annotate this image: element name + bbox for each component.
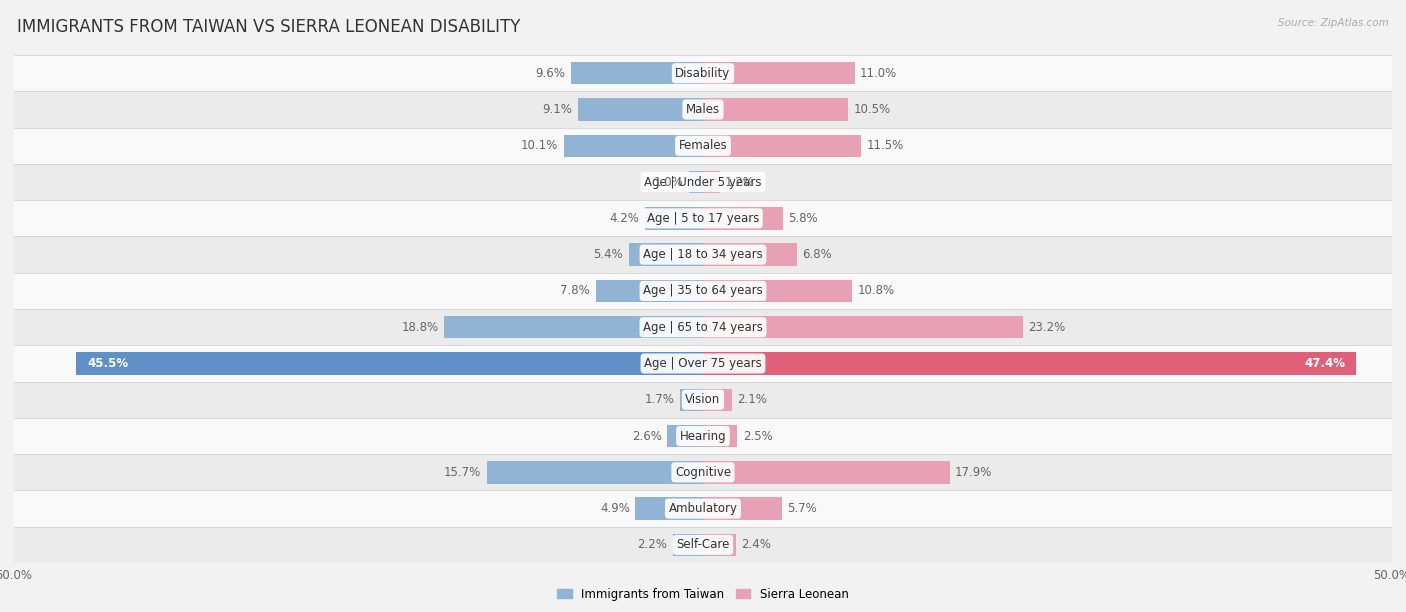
Bar	[14, 490, 1392, 527]
Bar	[571, 62, 703, 84]
Text: 10.8%: 10.8%	[858, 285, 894, 297]
Text: Ambulatory: Ambulatory	[668, 502, 738, 515]
Bar	[703, 62, 855, 84]
Text: Age | 35 to 64 years: Age | 35 to 64 years	[643, 285, 763, 297]
Bar	[596, 280, 703, 302]
Text: 2.6%: 2.6%	[631, 430, 662, 442]
Text: Females: Females	[679, 140, 727, 152]
Bar	[703, 353, 1357, 375]
Bar	[703, 498, 782, 520]
Bar	[14, 527, 1392, 563]
Text: 17.9%: 17.9%	[955, 466, 993, 479]
Bar	[14, 128, 1392, 164]
Text: 6.8%: 6.8%	[803, 248, 832, 261]
Bar	[14, 345, 1392, 382]
Bar	[14, 91, 1392, 128]
Bar	[14, 309, 1392, 345]
Bar	[679, 389, 703, 411]
Text: Cognitive: Cognitive	[675, 466, 731, 479]
Text: 10.5%: 10.5%	[853, 103, 890, 116]
Text: Vision: Vision	[685, 394, 721, 406]
Legend: Immigrants from Taiwan, Sierra Leonean: Immigrants from Taiwan, Sierra Leonean	[553, 583, 853, 605]
Text: 9.6%: 9.6%	[536, 67, 565, 80]
Text: Source: ZipAtlas.com: Source: ZipAtlas.com	[1278, 18, 1389, 28]
Text: 2.1%: 2.1%	[738, 394, 768, 406]
Bar	[628, 244, 703, 266]
Text: 9.1%: 9.1%	[543, 103, 572, 116]
Text: 2.2%: 2.2%	[637, 539, 668, 551]
Text: Age | 5 to 17 years: Age | 5 to 17 years	[647, 212, 759, 225]
Text: 11.5%: 11.5%	[868, 140, 904, 152]
Bar	[636, 498, 703, 520]
Text: IMMIGRANTS FROM TAIWAN VS SIERRA LEONEAN DISABILITY: IMMIGRANTS FROM TAIWAN VS SIERRA LEONEAN…	[17, 18, 520, 36]
Bar	[486, 461, 703, 483]
Bar	[668, 425, 703, 447]
Bar	[14, 200, 1392, 236]
Bar	[703, 389, 733, 411]
Text: 1.0%: 1.0%	[654, 176, 683, 188]
Bar	[703, 171, 720, 193]
Text: 45.5%: 45.5%	[87, 357, 128, 370]
Bar	[564, 135, 703, 157]
Text: 15.7%: 15.7%	[444, 466, 481, 479]
Text: Disability: Disability	[675, 67, 731, 80]
Bar	[703, 425, 738, 447]
Bar	[14, 418, 1392, 454]
Text: Age | Over 75 years: Age | Over 75 years	[644, 357, 762, 370]
Bar	[703, 135, 862, 157]
Text: 5.4%: 5.4%	[593, 248, 623, 261]
Bar	[76, 353, 703, 375]
Text: Males: Males	[686, 103, 720, 116]
Bar	[14, 454, 1392, 490]
Text: 1.2%: 1.2%	[725, 176, 755, 188]
Bar	[444, 316, 703, 338]
Text: 4.2%: 4.2%	[610, 212, 640, 225]
Text: 10.1%: 10.1%	[522, 140, 558, 152]
Bar	[14, 55, 1392, 91]
Text: 4.9%: 4.9%	[600, 502, 630, 515]
Bar	[14, 164, 1392, 200]
Bar	[672, 534, 703, 556]
Bar	[578, 99, 703, 121]
Text: 47.4%: 47.4%	[1305, 357, 1346, 370]
Text: 5.7%: 5.7%	[787, 502, 817, 515]
Bar	[703, 316, 1022, 338]
Text: Age | 18 to 34 years: Age | 18 to 34 years	[643, 248, 763, 261]
Text: 23.2%: 23.2%	[1028, 321, 1066, 334]
Bar	[703, 461, 949, 483]
Text: Age | 65 to 74 years: Age | 65 to 74 years	[643, 321, 763, 334]
Text: 2.5%: 2.5%	[742, 430, 773, 442]
Bar	[689, 171, 703, 193]
Bar	[703, 244, 797, 266]
Text: 11.0%: 11.0%	[860, 67, 897, 80]
Bar	[703, 534, 737, 556]
Text: Self-Care: Self-Care	[676, 539, 730, 551]
Text: 2.4%: 2.4%	[741, 539, 772, 551]
Bar	[703, 207, 783, 230]
Text: 7.8%: 7.8%	[560, 285, 591, 297]
Text: 5.8%: 5.8%	[789, 212, 818, 225]
Text: 18.8%: 18.8%	[401, 321, 439, 334]
Bar	[14, 382, 1392, 418]
Bar	[14, 273, 1392, 309]
Bar	[703, 280, 852, 302]
Bar	[14, 236, 1392, 273]
Text: 1.7%: 1.7%	[644, 394, 673, 406]
Bar	[703, 99, 848, 121]
Text: Age | Under 5 years: Age | Under 5 years	[644, 176, 762, 188]
Bar	[645, 207, 703, 230]
Text: Hearing: Hearing	[679, 430, 727, 442]
